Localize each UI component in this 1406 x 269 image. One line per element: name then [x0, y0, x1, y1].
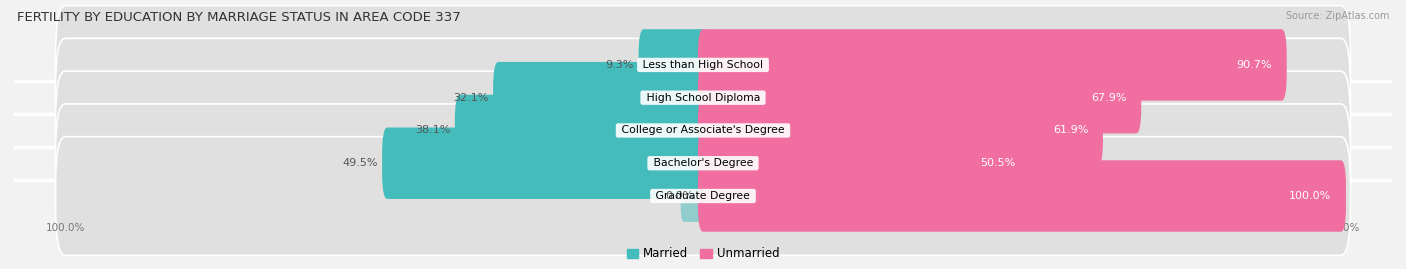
FancyBboxPatch shape — [697, 29, 1286, 101]
Text: Less than High School: Less than High School — [640, 60, 766, 70]
FancyBboxPatch shape — [382, 128, 709, 199]
Text: 32.1%: 32.1% — [453, 93, 489, 103]
FancyBboxPatch shape — [55, 38, 1351, 157]
FancyBboxPatch shape — [697, 128, 1031, 199]
FancyBboxPatch shape — [697, 160, 1346, 232]
Text: 9.3%: 9.3% — [606, 60, 634, 70]
FancyBboxPatch shape — [681, 170, 706, 222]
FancyBboxPatch shape — [494, 62, 709, 133]
Legend: Married, Unmarried: Married, Unmarried — [621, 243, 785, 265]
FancyBboxPatch shape — [697, 62, 1142, 133]
FancyBboxPatch shape — [55, 6, 1351, 124]
FancyBboxPatch shape — [456, 95, 709, 166]
Text: 49.5%: 49.5% — [342, 158, 378, 168]
Text: 50.5%: 50.5% — [980, 158, 1015, 168]
Text: FERTILITY BY EDUCATION BY MARRIAGE STATUS IN AREA CODE 337: FERTILITY BY EDUCATION BY MARRIAGE STATU… — [17, 11, 461, 24]
Text: 61.9%: 61.9% — [1053, 125, 1088, 136]
FancyBboxPatch shape — [55, 137, 1351, 255]
Text: High School Diploma: High School Diploma — [643, 93, 763, 103]
Text: Graduate Degree: Graduate Degree — [652, 191, 754, 201]
Text: College or Associate's Degree: College or Associate's Degree — [619, 125, 787, 136]
FancyBboxPatch shape — [638, 29, 709, 101]
Text: Bachelor's Degree: Bachelor's Degree — [650, 158, 756, 168]
Text: 0.0%: 0.0% — [665, 191, 693, 201]
Text: 100.0%: 100.0% — [1289, 191, 1331, 201]
Text: Source: ZipAtlas.com: Source: ZipAtlas.com — [1285, 11, 1389, 21]
FancyBboxPatch shape — [55, 104, 1351, 222]
Text: 38.1%: 38.1% — [415, 125, 450, 136]
FancyBboxPatch shape — [55, 71, 1351, 190]
Text: 90.7%: 90.7% — [1236, 60, 1272, 70]
FancyBboxPatch shape — [697, 95, 1102, 166]
Text: 67.9%: 67.9% — [1091, 93, 1126, 103]
